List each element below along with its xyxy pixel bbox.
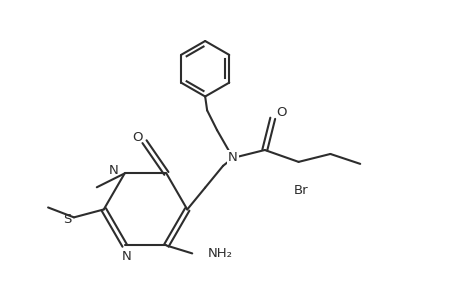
Text: O: O bbox=[132, 131, 142, 144]
Text: O: O bbox=[276, 106, 286, 119]
Text: N: N bbox=[228, 152, 237, 164]
Text: NH₂: NH₂ bbox=[207, 247, 233, 260]
Text: N: N bbox=[122, 250, 131, 263]
Text: S: S bbox=[63, 213, 71, 226]
Text: Br: Br bbox=[293, 184, 307, 197]
Text: N: N bbox=[109, 164, 118, 177]
